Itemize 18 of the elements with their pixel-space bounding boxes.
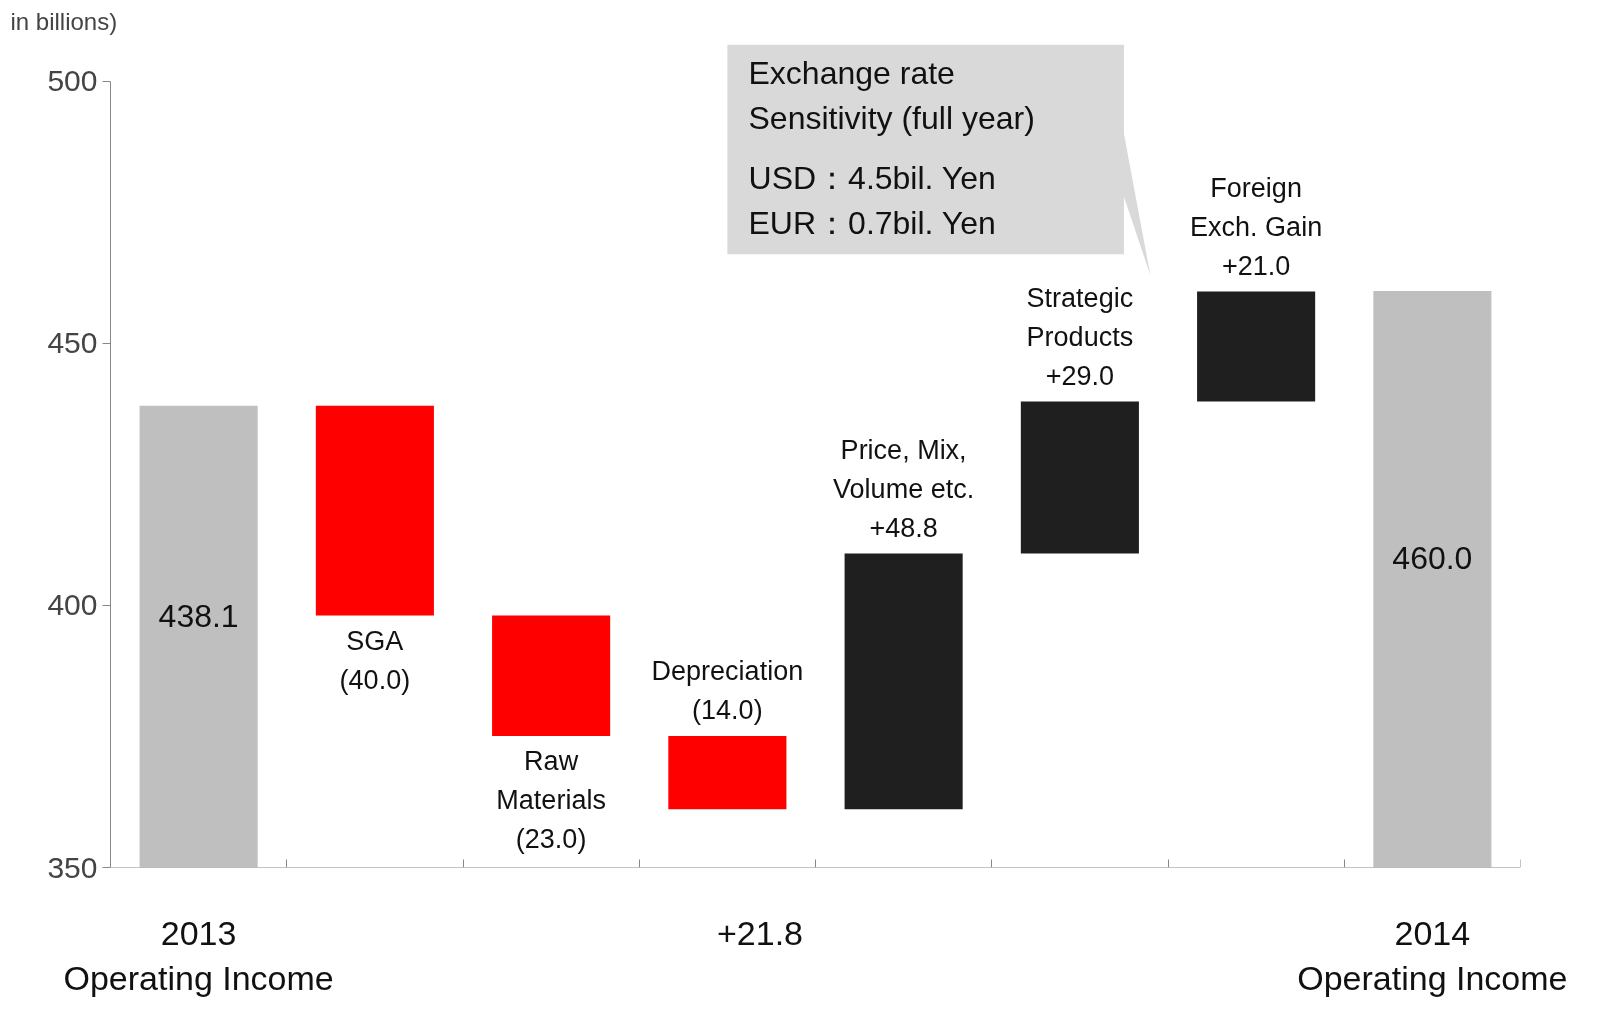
annotation: Exchange rate Sensitivity (full year): [748, 55, 1035, 137]
y-tick-label: 400: [47, 588, 98, 622]
y-axis-title: in billions): [10, 7, 118, 35]
text: +21.8: [716, 913, 803, 952]
y-tick-label: 450: [47, 326, 98, 360]
data-label: Depreciation (14.0): [651, 656, 804, 726]
x-tick-label: 2013 Operating Income: [63, 913, 334, 998]
x-tick-label: 2014 Operating Income: [1297, 913, 1568, 998]
data-label: Foreign Exch. Gain +21.0: [1190, 173, 1323, 282]
y-tick-label: 350: [47, 850, 98, 884]
data-label: Price, Mix, Volume etc. +48.8: [833, 435, 975, 544]
data-label: Strategic Products +29.0: [1026, 283, 1134, 392]
data-label: 438.1: [158, 597, 239, 634]
data-label: 460.0: [1392, 540, 1473, 577]
y-tick-label: 500: [47, 64, 98, 98]
data-label: SGA (40.0): [339, 625, 411, 695]
annotation: USD：4.5bil. Yen EUR：0.7bil. Yen: [748, 160, 996, 242]
data-label: Raw Materials (23.0): [496, 746, 606, 855]
